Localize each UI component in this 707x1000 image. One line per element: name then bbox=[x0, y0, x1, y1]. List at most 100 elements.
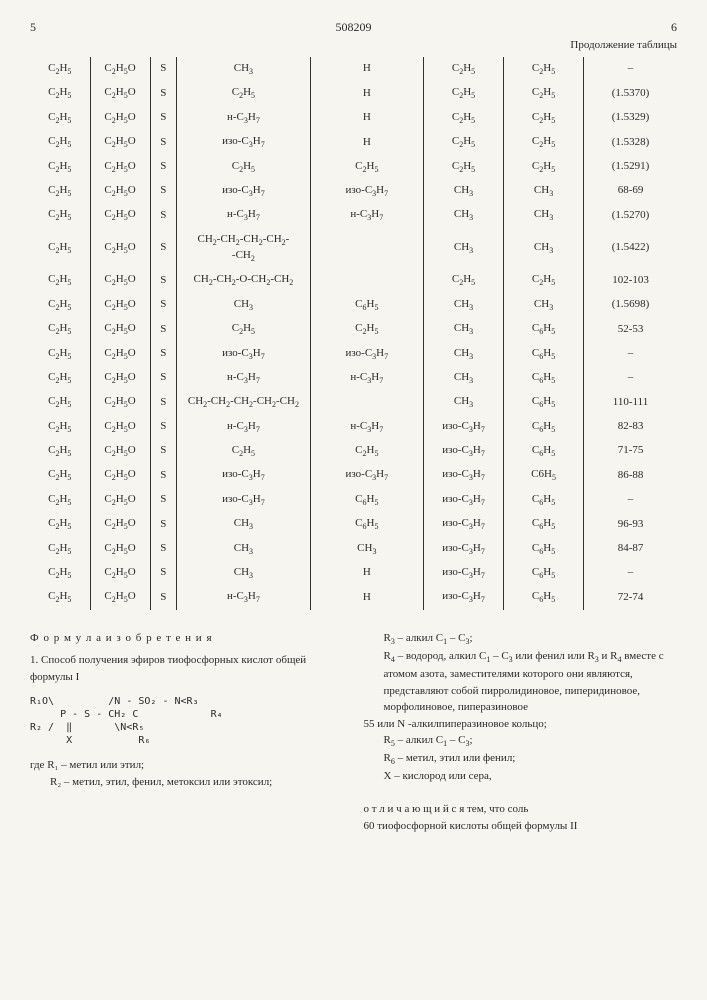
table-cell: S bbox=[150, 228, 177, 269]
table-cell: C2H5 bbox=[30, 228, 90, 269]
table-cell: н-C3H7 bbox=[177, 415, 310, 439]
table-cell: S bbox=[150, 342, 177, 366]
table-cell: S bbox=[150, 81, 177, 105]
table-cell: C2H5O bbox=[90, 179, 150, 203]
formula-right-line: 60 тиофосфорной кислоты общей формулы II bbox=[364, 818, 678, 835]
formula-right-line: R4 – водород, алкил C1 – C3 или фенил ил… bbox=[384, 648, 678, 716]
table-row: C2H5C2H5OSизо-C3H7HC2H5C2H5(1.5328) bbox=[30, 130, 677, 154]
table-cell: S bbox=[150, 57, 177, 81]
table-cell: S bbox=[150, 203, 177, 227]
table-cell: C2H5 bbox=[30, 130, 90, 154]
formula-right-line: о т л и ч а ю щ и й с я тем, что соль bbox=[364, 801, 678, 818]
table-cell: изо-C3H7 bbox=[310, 179, 423, 203]
table-row: C2H5C2H5OSизо-C3H7изо-C3H7CH3C6H5– bbox=[30, 342, 677, 366]
table-cell: C2H5 bbox=[424, 57, 504, 81]
table-cell: S bbox=[150, 463, 177, 487]
table-cell: C6H5 bbox=[504, 488, 584, 512]
table-cell: CH3 bbox=[504, 293, 584, 317]
table-cell: CH3 bbox=[424, 390, 504, 414]
table-cell: 68-69 bbox=[584, 179, 677, 203]
table-cell: CH3 bbox=[177, 537, 310, 561]
table-row: C2H5C2H5OSCH2-CH2-O-CH2-CH2C2H5C2H5102-1… bbox=[30, 268, 677, 292]
table-cell: (1.5329) bbox=[584, 106, 677, 130]
table-cell: C6H5 bbox=[310, 293, 423, 317]
table-cell: C2H5O bbox=[90, 488, 150, 512]
table-cell: C2H5O bbox=[90, 463, 150, 487]
table-cell: 84-87 bbox=[584, 537, 677, 561]
table-cell: C2H5O bbox=[90, 342, 150, 366]
table-row: C2H5C2H5OSC2H5C2H5CH3C6H552-53 bbox=[30, 317, 677, 341]
table-cell: S bbox=[150, 390, 177, 414]
table-cell: (1.5270) bbox=[584, 203, 677, 227]
table-cell: C2H5 bbox=[310, 317, 423, 341]
table-cell: 82-83 bbox=[584, 415, 677, 439]
table-cell: C2H5 bbox=[177, 81, 310, 105]
table-cell: CH3 bbox=[504, 228, 584, 269]
table-cell: C2H5 bbox=[177, 439, 310, 463]
table-row: C2H5C2H5OSCH3Hизо-C3H7C6H5– bbox=[30, 561, 677, 585]
table-row: C2H5C2H5OSн-C3H7н-C3H7CH3CH3(1.5270) bbox=[30, 203, 677, 227]
table-cell: C6H5 bbox=[504, 415, 584, 439]
table-cell: C2H5O bbox=[90, 106, 150, 130]
table-cell: C6H5 bbox=[504, 512, 584, 536]
table-row: C2H5C2H5OSизо-C3H7изо-C3H7CH3CH368-69 bbox=[30, 179, 677, 203]
table-cell: C2H5 bbox=[30, 585, 90, 609]
table-cell: S bbox=[150, 130, 177, 154]
table-cell: C2H5O bbox=[90, 130, 150, 154]
table-row: C2H5C2H5OSCH3C6H5CH3CH3(1.5698) bbox=[30, 293, 677, 317]
table-cell: S bbox=[150, 366, 177, 390]
table-cell: C2H5 bbox=[30, 390, 90, 414]
table-cell: изо-C3H7 bbox=[424, 561, 504, 585]
table-cell: C2H5O bbox=[90, 512, 150, 536]
table-cell: C2H5O bbox=[90, 57, 150, 81]
table-row: C2H5C2H5OSCH2-CH2-CH2-CH2--CH2CH3CH3(1.5… bbox=[30, 228, 677, 269]
table-cell: C2H5 bbox=[504, 268, 584, 292]
page-right: 6 bbox=[671, 20, 677, 35]
table-cell: C2H5 bbox=[30, 179, 90, 203]
table-cell: S bbox=[150, 106, 177, 130]
table-cell: C2H5 bbox=[30, 463, 90, 487]
table-cell: C6H5 bbox=[504, 317, 584, 341]
table-cell: C2H5O bbox=[90, 317, 150, 341]
table-row: C2H5C2H5OSCH3CH3изо-C3H7C6H584-87 bbox=[30, 537, 677, 561]
table-cell: S bbox=[150, 293, 177, 317]
table-cell: C2H5 bbox=[30, 439, 90, 463]
table-cell: S bbox=[150, 155, 177, 179]
continuation-label: Продолжение таблицы bbox=[30, 39, 677, 51]
table-cell: C2H5 bbox=[424, 130, 504, 154]
table-cell: CH3 bbox=[424, 342, 504, 366]
table-cell: C6H5 bbox=[504, 463, 584, 487]
table-cell: 71-75 bbox=[584, 439, 677, 463]
table-cell: C2H5O bbox=[90, 537, 150, 561]
table-cell: CH3 bbox=[424, 366, 504, 390]
table-cell: (1.5291) bbox=[584, 155, 677, 179]
table-cell: CH3 bbox=[424, 203, 504, 227]
formula-right-line bbox=[364, 785, 678, 802]
table-cell: CH2-CH2-CH2-CH2--CH2 bbox=[177, 228, 310, 269]
table-cell: C2H5 bbox=[177, 317, 310, 341]
table-cell: C2H5 bbox=[504, 57, 584, 81]
table-cell: C2H5 bbox=[30, 537, 90, 561]
table-cell: CH3 bbox=[177, 293, 310, 317]
table-cell: изо-C3H7 bbox=[177, 488, 310, 512]
table-cell: C2H5O bbox=[90, 390, 150, 414]
table-cell: (1.5698) bbox=[584, 293, 677, 317]
table-cell: CH3 bbox=[177, 57, 310, 81]
table-cell bbox=[310, 228, 423, 269]
table-row: C2H5C2H5OSн-C3H7Hизо-C3H7C6H572-74 bbox=[30, 585, 677, 609]
table-cell: C2H5 bbox=[30, 561, 90, 585]
table-cell: C6H5 bbox=[310, 512, 423, 536]
table-cell: C2H5 bbox=[504, 106, 584, 130]
table-cell: C2H5O bbox=[90, 585, 150, 609]
table-cell: – bbox=[584, 366, 677, 390]
table-cell: C2H5 bbox=[504, 81, 584, 105]
table-cell: C2H5 bbox=[424, 268, 504, 292]
table-cell: C2H5 bbox=[30, 342, 90, 366]
table-cell: S bbox=[150, 537, 177, 561]
table-cell: C2H5O bbox=[90, 203, 150, 227]
table-cell: н-C3H7 bbox=[310, 415, 423, 439]
table-cell: C6H5 bbox=[504, 390, 584, 414]
table-cell: C6H5 bbox=[310, 488, 423, 512]
table-cell: H bbox=[310, 106, 423, 130]
table-cell: – bbox=[584, 488, 677, 512]
